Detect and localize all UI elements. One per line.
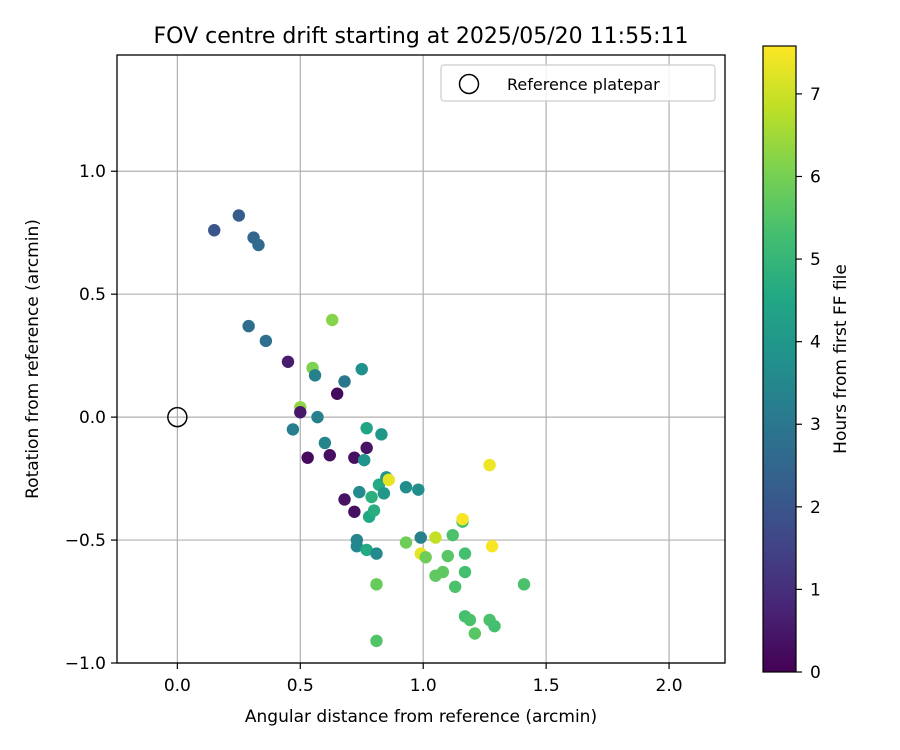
data-point [323, 449, 336, 462]
data-point [458, 547, 472, 560]
data-point [382, 473, 395, 487]
data-point [399, 480, 413, 494]
data-point [370, 578, 383, 591]
data-point [441, 549, 454, 563]
data-point [485, 540, 499, 553]
data-point [338, 375, 351, 388]
y-tick-label: −1.0 [65, 654, 106, 674]
colorbar [762, 45, 797, 673]
data-point [456, 512, 469, 526]
x-tick-label: 2.0 [656, 676, 683, 696]
y-tick-label: −0.5 [65, 531, 106, 551]
colorbar-tick-label: 4 [810, 333, 821, 353]
legend-entry-reference: Reference platepar [507, 75, 660, 94]
data-point [259, 334, 273, 348]
data-point [488, 619, 501, 633]
data-point [375, 428, 388, 441]
data-point [252, 238, 265, 252]
data-point [281, 355, 295, 368]
x-axis-label: Angular distance from reference (arcmin) [245, 707, 597, 727]
data-point [483, 458, 496, 472]
data-point [517, 578, 531, 591]
legend: Reference platepar [440, 64, 716, 102]
y-axis-ticks: −1.0 −0.5 0.0 0.5 1.0 [65, 162, 117, 674]
y-axis-label: Rotation from reference (arcmin) [23, 219, 43, 499]
legend-box [440, 64, 716, 102]
colorbar-tick-label: 3 [810, 415, 821, 435]
legend-reference-marker [458, 73, 480, 95]
data-point [448, 580, 462, 593]
data-point [360, 543, 373, 557]
data-point [294, 405, 307, 419]
colorbar-tick-label: 2 [810, 498, 821, 518]
data-point [350, 540, 364, 553]
colorbar-tick-label: 7 [810, 85, 821, 105]
colorbar-ticks: 0 1 2 3 4 5 6 7 [796, 85, 821, 683]
data-point [360, 421, 373, 435]
data-point [348, 505, 361, 518]
data-point [358, 453, 371, 467]
data-point [338, 493, 351, 506]
x-axis-ticks: 0.0 0.5 1.0 1.5 2.0 [164, 663, 683, 696]
x-tick-label: 0.5 [287, 676, 314, 696]
data-point [330, 387, 344, 400]
data-point [458, 565, 472, 579]
data-point [399, 536, 413, 549]
x-tick-label: 1.5 [533, 676, 560, 696]
data-point [242, 319, 255, 333]
data-point [326, 313, 339, 327]
data-point [365, 490, 378, 504]
data-point [232, 209, 246, 222]
y-tick-label: 0.5 [79, 285, 106, 305]
data-points [208, 209, 531, 648]
x-tick-label: 1.0 [410, 676, 437, 696]
y-tick-label: 0.0 [79, 408, 106, 428]
data-point [414, 531, 427, 544]
data-point [436, 565, 450, 579]
data-point [446, 528, 459, 542]
data-point [353, 485, 366, 499]
chart-title: FOV centre drift starting at 2025/05/20 … [154, 24, 689, 49]
data-point [301, 451, 314, 464]
colorbar-tick-label: 0 [810, 663, 821, 683]
data-point [412, 483, 425, 496]
data-point [308, 369, 322, 382]
colorbar-tick-label: 6 [810, 167, 821, 187]
data-point [208, 224, 221, 237]
colorbar-tick-label: 5 [810, 250, 821, 270]
colorbar-tick-label: 1 [810, 580, 821, 600]
data-point [463, 613, 477, 627]
colorbar-label: Hours from first FF file [831, 264, 851, 454]
data-point [360, 441, 373, 455]
data-point [348, 451, 361, 464]
reference-platepar-marker [167, 406, 188, 428]
reference-marker-group [167, 406, 188, 428]
data-point [311, 410, 324, 424]
data-point [367, 504, 381, 517]
data-point [429, 531, 442, 544]
data-point [355, 362, 368, 376]
data-point [468, 627, 482, 640]
data-point [370, 634, 383, 648]
data-point [377, 487, 391, 500]
data-point [286, 423, 300, 436]
plot-frame [116, 54, 726, 664]
data-point [318, 436, 332, 450]
data-point [419, 551, 432, 564]
x-tick-label: 0.0 [164, 676, 191, 696]
y-tick-label: 1.0 [79, 162, 106, 182]
data-point [370, 547, 383, 560]
